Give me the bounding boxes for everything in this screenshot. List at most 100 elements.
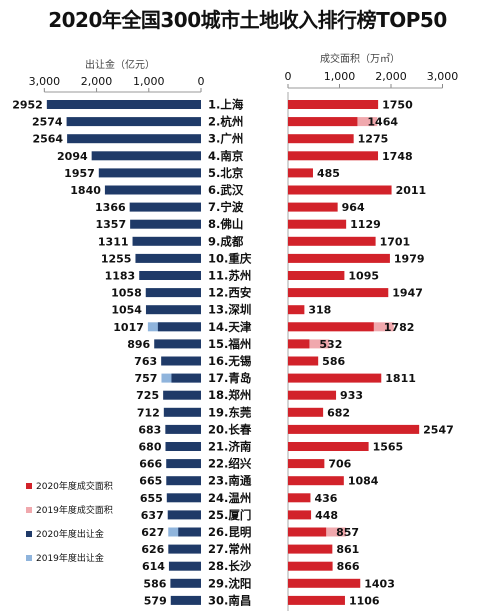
area-2020-bar [288,356,319,366]
area-2020-bar [288,134,354,144]
area-value-label: 1464 [367,116,398,129]
bar-row: 683 20.长春 2547 [138,422,453,436]
area-2020-bar [288,168,313,178]
right-tick-label: 3,000 [427,70,459,83]
land-fee-value-label: 757 [135,372,158,385]
city-label: 15.福州 [208,337,251,351]
left-tick-label: 2,000 [81,75,113,88]
land-fee-value-label: 680 [139,441,162,454]
land-fee-value-label: 1840 [70,184,101,197]
land-fee-value-label: 683 [138,423,161,436]
land-fee-value-label: 1058 [111,287,142,300]
land-fee-2020-bar [130,219,201,229]
area-value-label: 857 [336,526,359,539]
land-fee-2020-bar [171,373,201,383]
area-value-label: 1748 [382,150,413,163]
land-fee-value-label: 666 [139,458,162,471]
bar-row: 712 19.东莞 682 [137,405,350,419]
left-tick-label: 3,000 [29,75,61,88]
area-value-label: 1565 [373,441,404,454]
area-value-label: 1106 [349,594,380,607]
city-label: 11.苏州 [208,269,251,283]
left-tick-label: 1,000 [133,75,165,88]
land-fee-2020-bar [165,442,201,451]
area-value-label: 1701 [380,235,411,248]
bar-row: 1957 5.北京 485 [64,166,340,180]
land-fee-2020-bar [165,424,201,434]
land-fee-value-label: 1054 [111,304,142,317]
land-fee-2020-bar [170,595,201,605]
land-fee-value-label: 665 [139,475,162,488]
area-value-label: 485 [317,167,340,180]
area-value-label: 1275 [358,133,389,146]
area-2020-bar [288,202,338,212]
area-value-label: 1979 [394,252,425,265]
land-fee-2020-bar [178,527,201,537]
bar-row: 586 29.沈阳 1403 [143,576,394,590]
bar-row: 614 28.长沙 866 [142,559,360,573]
land-fee-value-label: 655 [140,492,163,505]
land-fee-2020-bar [166,459,201,469]
city-label: 30.南昌 [208,593,251,607]
land-fee-value-label: 1366 [95,201,126,214]
area-value-label: 1084 [348,475,379,488]
city-label: 27.常州 [208,542,251,556]
legend-swatch [26,483,32,489]
area-value-label: 933 [340,389,363,402]
area-value-label: 861 [336,543,359,556]
city-label: 20.长春 [208,422,252,436]
left-axis-title: 出让金（亿元） [85,58,155,71]
area-2020-bar [288,442,369,451]
bar-row: 2952 1.上海 1750 [12,98,413,112]
city-label: 21.济南 [208,440,252,454]
city-label: 10.重庆 [208,251,252,265]
city-label: 3.广州 [208,132,243,146]
area-value-label: 1782 [384,321,415,334]
area-value-label: 1403 [364,577,395,590]
land-fee-value-label: 2952 [12,99,43,112]
area-value-label: 2547 [423,423,454,436]
area-value-label: 448 [315,509,338,522]
land-fee-2020-bar [98,168,201,178]
legend-swatch [26,507,32,513]
land-fee-value-label: 614 [142,560,165,573]
city-label: 16.无锡 [208,354,252,368]
land-fee-2020-bar [168,544,201,554]
city-label: 1.上海 [208,98,244,112]
land-fee-value-label: 1311 [98,235,129,248]
land-fee-value-label: 627 [141,526,164,539]
legend: 2020年度成交面积 2019年度成交面积 2020年度出让金 2019年度出让金 [26,480,113,564]
land-fee-2020-bar [163,407,201,417]
left-axis: 出让金（亿元） 3,000 2,000 1,000 0 [29,58,205,93]
area-2020-bar [288,100,379,109]
bar-row: 1366 7.宁波 964 [95,200,365,214]
city-label: 19.东莞 [208,405,252,419]
land-fee-value-label: 626 [141,543,164,556]
bar-row: 1058 12.西安 1947 [111,286,423,300]
city-label: 9.成都 [208,234,244,248]
area-value-label: 1095 [348,270,379,283]
area-2020-bar [288,117,358,127]
area-2020-bar [288,561,333,571]
right-tick-label: 0 [285,70,292,83]
area-2020-bar [288,236,376,246]
city-label: 23.南通 [208,474,252,488]
bar-row: 579 30.南昌 1106 [144,593,380,607]
land-fee-2020-bar [145,288,201,298]
bar-row: 2094 4.南京 1748 [57,149,413,163]
land-fee-2020-bar [157,322,201,332]
land-fee-2020-bar [145,305,201,315]
bar-row: 2574 2.杭州 1464 [32,115,398,129]
city-label: 5.北京 [208,166,244,180]
land-fee-2020-bar [163,390,201,400]
bar-row: 757 17.青岛 1811 [135,371,416,385]
area-2020-bar [288,339,310,349]
right-axis: 成交面积（万㎡） 0 1,000 2,000 3,000 [285,52,459,611]
area-value-label: 706 [328,458,351,471]
bar-row: 763 16.无锡 586 [134,354,345,368]
area-2020-bar [288,288,389,298]
bar-row: 666 22.绍兴 706 [139,457,351,471]
area-value-label: 318 [308,304,331,317]
land-fee-2020-bar [166,493,201,503]
